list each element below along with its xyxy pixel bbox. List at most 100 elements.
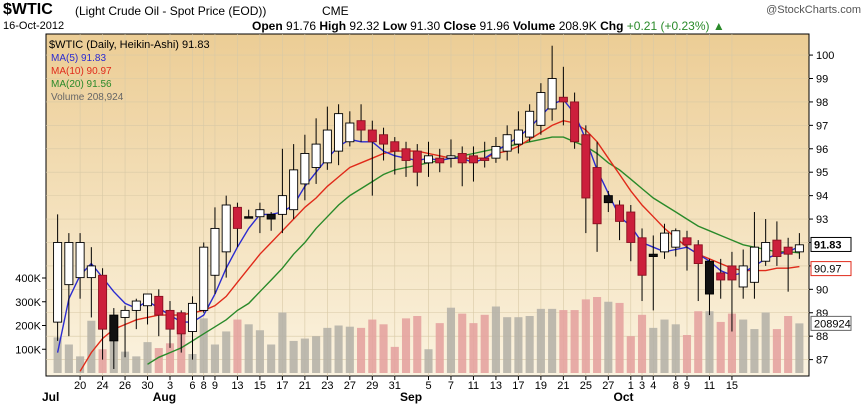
candle-body <box>232 206 242 229</box>
volume-bar <box>705 311 714 373</box>
candle-body <box>120 309 130 318</box>
volume-value: 208.9K <box>558 19 597 33</box>
volume-bar <box>379 324 388 373</box>
volume-bar <box>87 320 96 373</box>
candle-body <box>749 246 759 283</box>
month-label: Sep <box>400 390 422 404</box>
date-tick-label: 13 <box>490 380 502 392</box>
last-volume-label: 208924 <box>814 318 851 330</box>
candle-body <box>424 155 433 164</box>
date-tick-label: 8 <box>201 380 207 392</box>
last-ma10-label-box <box>810 261 852 277</box>
volume-bar <box>357 327 366 373</box>
price-tick-label: 96 <box>816 144 828 156</box>
date-tick-label: 15 <box>726 380 738 392</box>
date-tick-label: 9 <box>212 380 218 392</box>
volume-bar <box>491 306 500 373</box>
candle-body <box>311 143 321 168</box>
volume-bar <box>312 336 321 373</box>
chart-date: 16-Oct-2012 <box>3 20 65 32</box>
legend-main: $WTIC (Daily, Heikin-Ashi) 91.83 <box>49 39 210 51</box>
candle-body <box>491 145 501 159</box>
price-tick-label: 98 <box>816 97 828 109</box>
candle-body <box>221 204 231 253</box>
candle-body <box>300 153 310 185</box>
volume-bar <box>637 314 647 373</box>
candle-body <box>289 169 299 211</box>
volume-bar <box>750 329 759 373</box>
candle-body <box>356 120 366 131</box>
price-tick-label: 87 <box>816 355 828 367</box>
open-label: Open <box>252 19 283 33</box>
date-tick-label: 5 <box>425 380 431 392</box>
candle-body <box>794 244 804 253</box>
volume-bar <box>424 349 433 373</box>
chart-symbol: $WTIC <box>3 1 53 18</box>
volume-bar <box>593 297 602 373</box>
volume-bar <box>761 312 770 373</box>
volume-bar <box>244 324 253 373</box>
candle-body <box>367 129 377 143</box>
volume-bar <box>300 338 309 373</box>
candle-body <box>615 204 625 222</box>
volume-bar <box>694 311 703 373</box>
candle-body <box>648 253 658 257</box>
candle-body <box>570 101 580 143</box>
volume-bar <box>739 319 748 373</box>
volume-bar <box>503 317 512 373</box>
low-value: 91.30 <box>410 19 441 33</box>
candle-body <box>64 242 74 286</box>
date-tick-label: 21 <box>557 380 569 392</box>
candle-body <box>176 312 186 335</box>
volume-bar <box>536 308 545 373</box>
volume-bar <box>401 318 411 373</box>
volume-tick-label: 400K <box>15 273 41 285</box>
volume-bar <box>121 351 130 373</box>
candle-body <box>536 92 546 126</box>
date-tick-label: 30 <box>141 380 153 392</box>
candle-body <box>671 230 681 248</box>
candle-body <box>266 213 276 220</box>
date-tick-label: 6 <box>189 380 195 392</box>
candle-body <box>446 155 456 159</box>
date-tick-label: 19 <box>535 380 547 392</box>
volume-bar <box>626 336 635 373</box>
candle-body <box>131 300 141 311</box>
volume-tick-label: 200K <box>15 321 41 333</box>
candle-body <box>255 209 265 218</box>
date-tick-label: 1 <box>628 380 634 392</box>
ohlc-summary: Open 91.76 High 92.32 Low 91.30 Close 91… <box>252 19 725 33</box>
date-tick-label: 17 <box>276 380 288 392</box>
candle-body <box>660 232 670 253</box>
volume-bar <box>660 319 669 373</box>
volume-label: Volume <box>512 19 556 33</box>
candle-body <box>345 122 355 143</box>
candle-body <box>513 129 523 145</box>
volume-bar <box>278 312 287 373</box>
candle-body <box>704 260 714 295</box>
date-tick-label: 13 <box>231 380 243 392</box>
low-label: Low <box>382 19 407 33</box>
volume-bar <box>390 346 399 373</box>
volume-bar <box>98 349 107 373</box>
date-tick-label: 25 <box>580 380 592 392</box>
candle-body <box>716 272 726 281</box>
candle-body <box>334 113 344 152</box>
date-tick-label: 3 <box>639 380 645 392</box>
volume-bar <box>289 340 298 373</box>
date-tick-label: 31 <box>389 380 401 392</box>
candle-body <box>558 96 568 103</box>
candle-body <box>187 302 197 332</box>
open-value: 91.76 <box>286 19 317 33</box>
candle-body <box>143 293 153 307</box>
price-tick-label: 99 <box>816 74 828 86</box>
volume-bar <box>210 344 220 373</box>
candle-body <box>277 195 287 215</box>
legend-ma5: MA(5) 91.83 <box>51 53 106 64</box>
candle-body <box>53 242 63 323</box>
candle-body <box>244 216 254 219</box>
candle-body <box>693 244 703 265</box>
volume-bar <box>548 308 557 373</box>
date-tick-label: 20 <box>74 380 86 392</box>
volume-bar <box>446 307 456 373</box>
